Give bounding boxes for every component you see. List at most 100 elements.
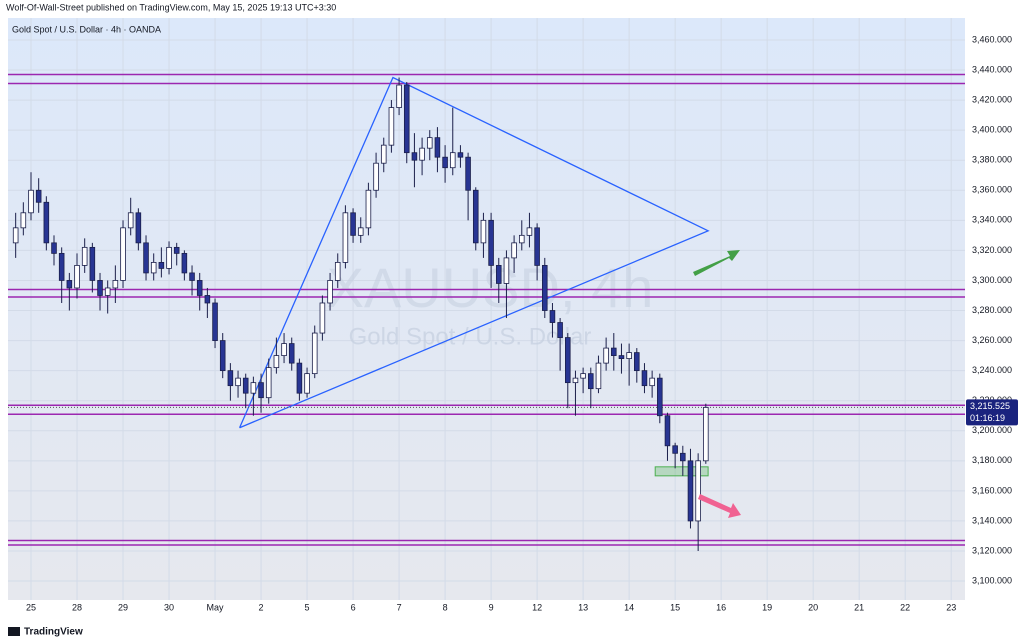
x-tick-label: 2 <box>259 602 264 612</box>
last-price-badge <box>966 399 1018 426</box>
candle-body <box>12 227 19 244</box>
candle-body <box>250 382 257 394</box>
candle-body <box>104 287 111 296</box>
candle-body <box>495 265 502 284</box>
y-tick-label: 3,240.000 <box>972 365 1012 375</box>
candle-body <box>74 265 80 289</box>
watermark: XAUUSD, 4h <box>327 256 654 319</box>
candle-body <box>634 352 640 372</box>
candle-body <box>373 162 379 191</box>
candle-body <box>580 373 586 379</box>
candle-body <box>664 415 671 447</box>
plot-background <box>8 18 965 600</box>
x-tick-label: 12 <box>532 602 542 612</box>
candle-body <box>388 107 395 146</box>
candle-body <box>204 295 211 304</box>
last-price-label: 3,215.525 <box>970 401 1010 411</box>
candle-body <box>680 452 686 462</box>
candle-body <box>695 460 701 522</box>
candle-body <box>120 227 126 281</box>
candle-body <box>426 137 433 149</box>
candle-body <box>181 252 188 274</box>
candle-body <box>380 144 387 164</box>
candle-body <box>588 373 594 390</box>
candle-body <box>542 265 548 311</box>
candle-body <box>419 147 425 161</box>
candle-body <box>657 377 663 417</box>
candle-body <box>212 302 218 341</box>
candle-body <box>97 280 103 296</box>
candle-body <box>66 280 73 289</box>
candle-body <box>611 347 617 356</box>
x-tick-label: 15 <box>670 602 680 612</box>
candle-body <box>687 460 694 522</box>
candle-body <box>549 310 556 323</box>
candle-body <box>534 227 540 266</box>
x-tick-label: 19 <box>762 602 772 612</box>
candle-body <box>703 407 709 462</box>
y-tick-label: 3,120.000 <box>972 545 1012 555</box>
publisher: Wolf-Of-Wall-Street published on Trading… <box>6 2 336 12</box>
x-tick-label: 14 <box>624 602 634 612</box>
candle-body <box>511 242 517 259</box>
y-tick-label: 3,200.000 <box>972 425 1012 435</box>
x-tick-label: 7 <box>397 602 402 612</box>
x-tick-label: 20 <box>808 602 818 612</box>
y-tick-label: 3,140.000 <box>972 515 1012 525</box>
candle-body <box>189 272 195 281</box>
candle-body <box>411 152 418 161</box>
candle-body <box>334 262 341 281</box>
candle-body <box>480 219 487 244</box>
candle-body <box>51 242 57 254</box>
countdown-label: 01:16:19 <box>970 413 1005 423</box>
y-tick-label: 3,440.000 <box>972 64 1012 74</box>
candle-body <box>672 445 678 454</box>
tradingview-logo: TradingView <box>8 627 83 638</box>
candle-body <box>442 156 448 169</box>
candle-body <box>396 84 402 108</box>
candle-body <box>457 152 464 158</box>
candle-body <box>557 322 563 338</box>
y-tick-label: 3,340.000 <box>972 215 1012 225</box>
candle-body <box>281 343 287 356</box>
candle-body <box>143 242 149 274</box>
y-tick-label: 3,460.000 <box>972 34 1012 44</box>
price-axis-panel <box>965 18 1024 600</box>
candle-body <box>365 189 372 229</box>
y-tick-label: 3,260.000 <box>972 335 1012 345</box>
candle-body <box>173 246 180 254</box>
candle-body <box>20 212 27 229</box>
x-tick-label: May <box>207 602 225 612</box>
candle-body <box>219 340 226 372</box>
candle-body <box>89 246 96 281</box>
candle-body <box>112 280 119 289</box>
logo-icon <box>8 627 20 636</box>
x-tick-label: 16 <box>716 602 726 612</box>
y-tick-label: 3,160.000 <box>972 485 1012 495</box>
candle-body <box>158 262 165 269</box>
x-tick-label: 5 <box>305 602 310 612</box>
candle-body <box>626 352 632 360</box>
y-tick-label: 3,320.000 <box>972 245 1012 255</box>
candle-body <box>166 246 172 269</box>
watermark-subtitle: Gold Spot / U.S. Dollar <box>349 323 592 350</box>
candle-body <box>43 201 50 244</box>
brand: TradingView <box>24 627 83 638</box>
triangle <box>238 76 710 429</box>
candle-body <box>649 377 655 387</box>
candle-body <box>595 362 602 390</box>
zone-box <box>654 466 709 477</box>
candle-body <box>342 212 349 263</box>
candle-body <box>565 337 571 384</box>
candle-body <box>196 280 203 296</box>
candle-body <box>150 262 157 274</box>
candle-body <box>603 347 609 364</box>
candle-body <box>618 355 625 360</box>
candle-body <box>127 212 134 229</box>
x-tick-label: 25 <box>26 602 36 612</box>
candle-body <box>28 189 34 214</box>
candle-body <box>81 246 88 266</box>
candle-body <box>488 219 494 266</box>
